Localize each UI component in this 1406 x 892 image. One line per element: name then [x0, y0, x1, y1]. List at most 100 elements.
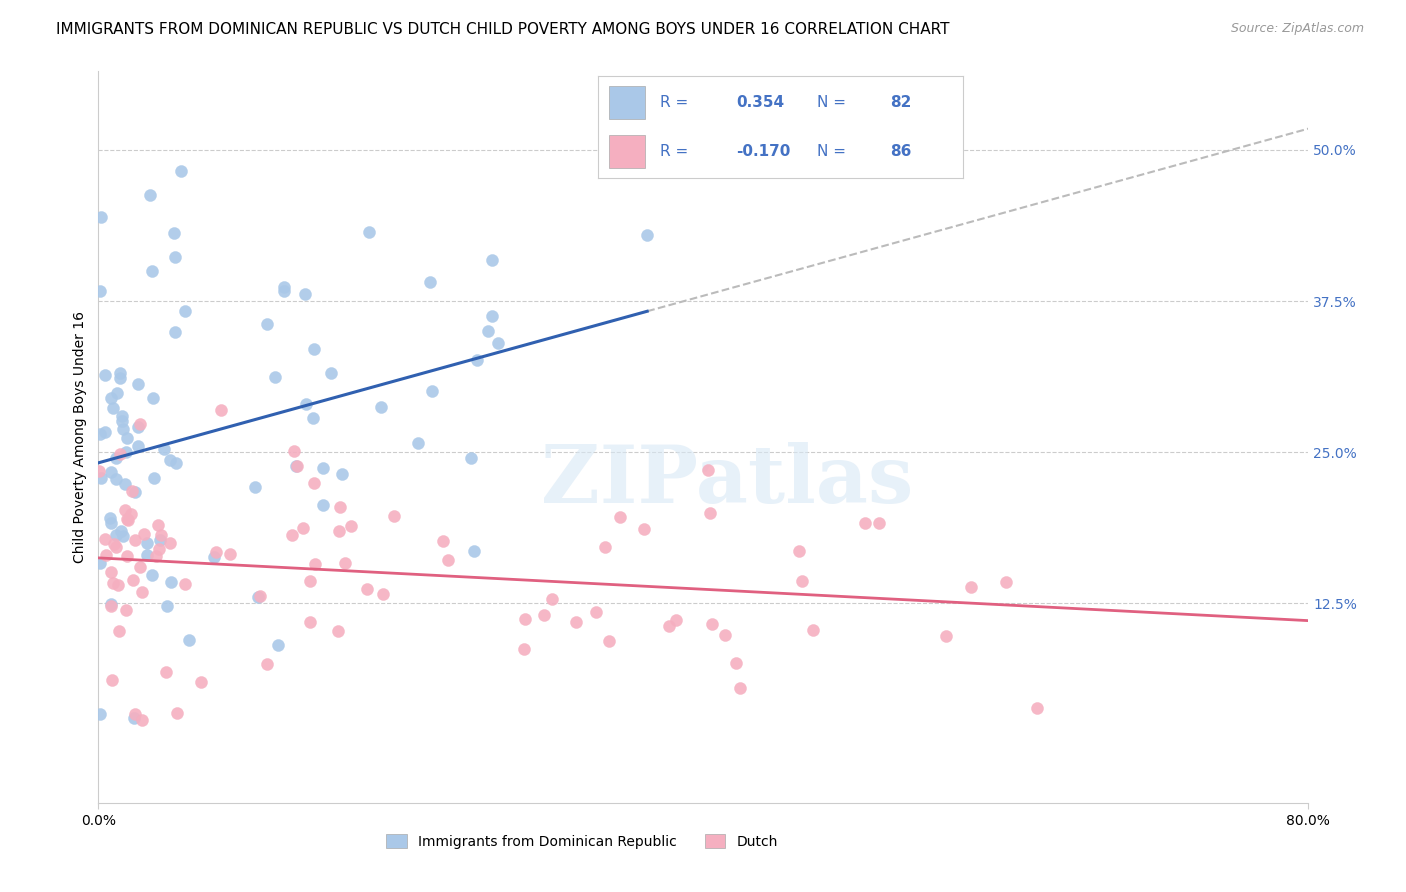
Point: [283, 444, 305, 458]
Point: [117, 512, 139, 526]
Point: [481, 253, 503, 268]
Point: [100, 465, 122, 479]
Point: [170, 164, 193, 178]
Text: ZIPatlas: ZIPatlas: [541, 442, 914, 520]
Point: [165, 325, 187, 339]
Point: [105, 386, 128, 401]
Point: [249, 589, 271, 603]
Point: [115, 549, 138, 564]
Point: [285, 458, 308, 473]
Point: [101, 401, 124, 415]
Point: [328, 524, 350, 538]
Point: [173, 577, 195, 591]
FancyBboxPatch shape: [609, 87, 645, 119]
Point: [108, 371, 131, 385]
Point: [100, 673, 122, 688]
Point: [609, 510, 631, 524]
Legend: Immigrants from Dominican Republic, Dutch: Immigrants from Dominican Republic, Dutc…: [381, 829, 783, 855]
Point: [156, 599, 179, 613]
Point: [481, 310, 503, 324]
Point: [264, 369, 287, 384]
Point: [108, 624, 131, 638]
Point: [89, 284, 111, 298]
Point: [190, 674, 212, 689]
Point: [465, 352, 488, 367]
Point: [141, 264, 163, 278]
Point: [281, 528, 304, 542]
Point: [273, 284, 295, 298]
Point: [146, 518, 169, 533]
Point: [115, 431, 138, 445]
Point: [149, 533, 172, 547]
Point: [302, 475, 325, 490]
Point: [101, 576, 124, 591]
Point: [115, 445, 138, 459]
Point: [104, 540, 127, 554]
Point: [124, 533, 146, 547]
Point: [121, 484, 143, 499]
Y-axis label: Child Poverty Among Boys Under 16: Child Poverty Among Boys Under 16: [73, 311, 87, 563]
Point: [335, 556, 357, 570]
Point: [285, 459, 308, 474]
Point: [131, 713, 153, 727]
Point: [243, 480, 266, 494]
Point: [94, 368, 117, 382]
Point: [332, 467, 354, 481]
Point: [1025, 701, 1047, 715]
Point: [665, 613, 688, 627]
Point: [420, 384, 443, 398]
Point: [100, 516, 122, 531]
Point: [121, 573, 143, 587]
Point: [329, 500, 352, 514]
Point: [247, 590, 270, 604]
Point: [142, 471, 165, 485]
Text: N =: N =: [817, 145, 851, 160]
Point: [419, 275, 441, 289]
Text: IMMIGRANTS FROM DOMINICAN REPUBLIC VS DUTCH CHILD POVERTY AMONG BOYS UNDER 16 CO: IMMIGRANTS FROM DOMINICAN REPUBLIC VS DU…: [56, 22, 949, 37]
Point: [110, 413, 132, 427]
Point: [105, 450, 128, 465]
Point: [294, 286, 316, 301]
Point: [302, 411, 325, 425]
Point: [124, 706, 146, 721]
Point: [100, 599, 122, 614]
Point: [179, 633, 201, 648]
Point: [699, 506, 721, 520]
Point: [204, 545, 226, 559]
Point: [110, 524, 132, 538]
Point: [356, 582, 378, 596]
Point: [273, 280, 295, 294]
Text: 86: 86: [890, 145, 911, 160]
Point: [697, 463, 720, 477]
Point: [460, 450, 482, 465]
Point: [406, 436, 429, 450]
Point: [120, 507, 142, 521]
Point: [267, 638, 290, 652]
Point: [371, 587, 394, 601]
Point: [173, 304, 195, 318]
Point: [163, 226, 186, 240]
Text: R =: R =: [659, 145, 693, 160]
Point: [124, 484, 146, 499]
Point: [94, 549, 117, 563]
Point: [292, 521, 315, 535]
Point: [93, 533, 115, 547]
Point: [112, 422, 135, 436]
Point: [298, 615, 321, 630]
Point: [304, 342, 326, 356]
Point: [724, 657, 747, 671]
Point: [728, 681, 751, 696]
Point: [304, 557, 326, 571]
Point: [100, 597, 122, 611]
Text: 0.354: 0.354: [737, 95, 785, 110]
Point: [533, 608, 555, 623]
Point: [103, 537, 125, 551]
Point: [160, 574, 183, 589]
Point: [853, 516, 876, 530]
Point: [150, 528, 173, 542]
Point: [108, 366, 131, 380]
Point: [100, 391, 122, 405]
Point: [163, 250, 186, 264]
Point: [787, 544, 810, 558]
Point: [114, 503, 136, 517]
